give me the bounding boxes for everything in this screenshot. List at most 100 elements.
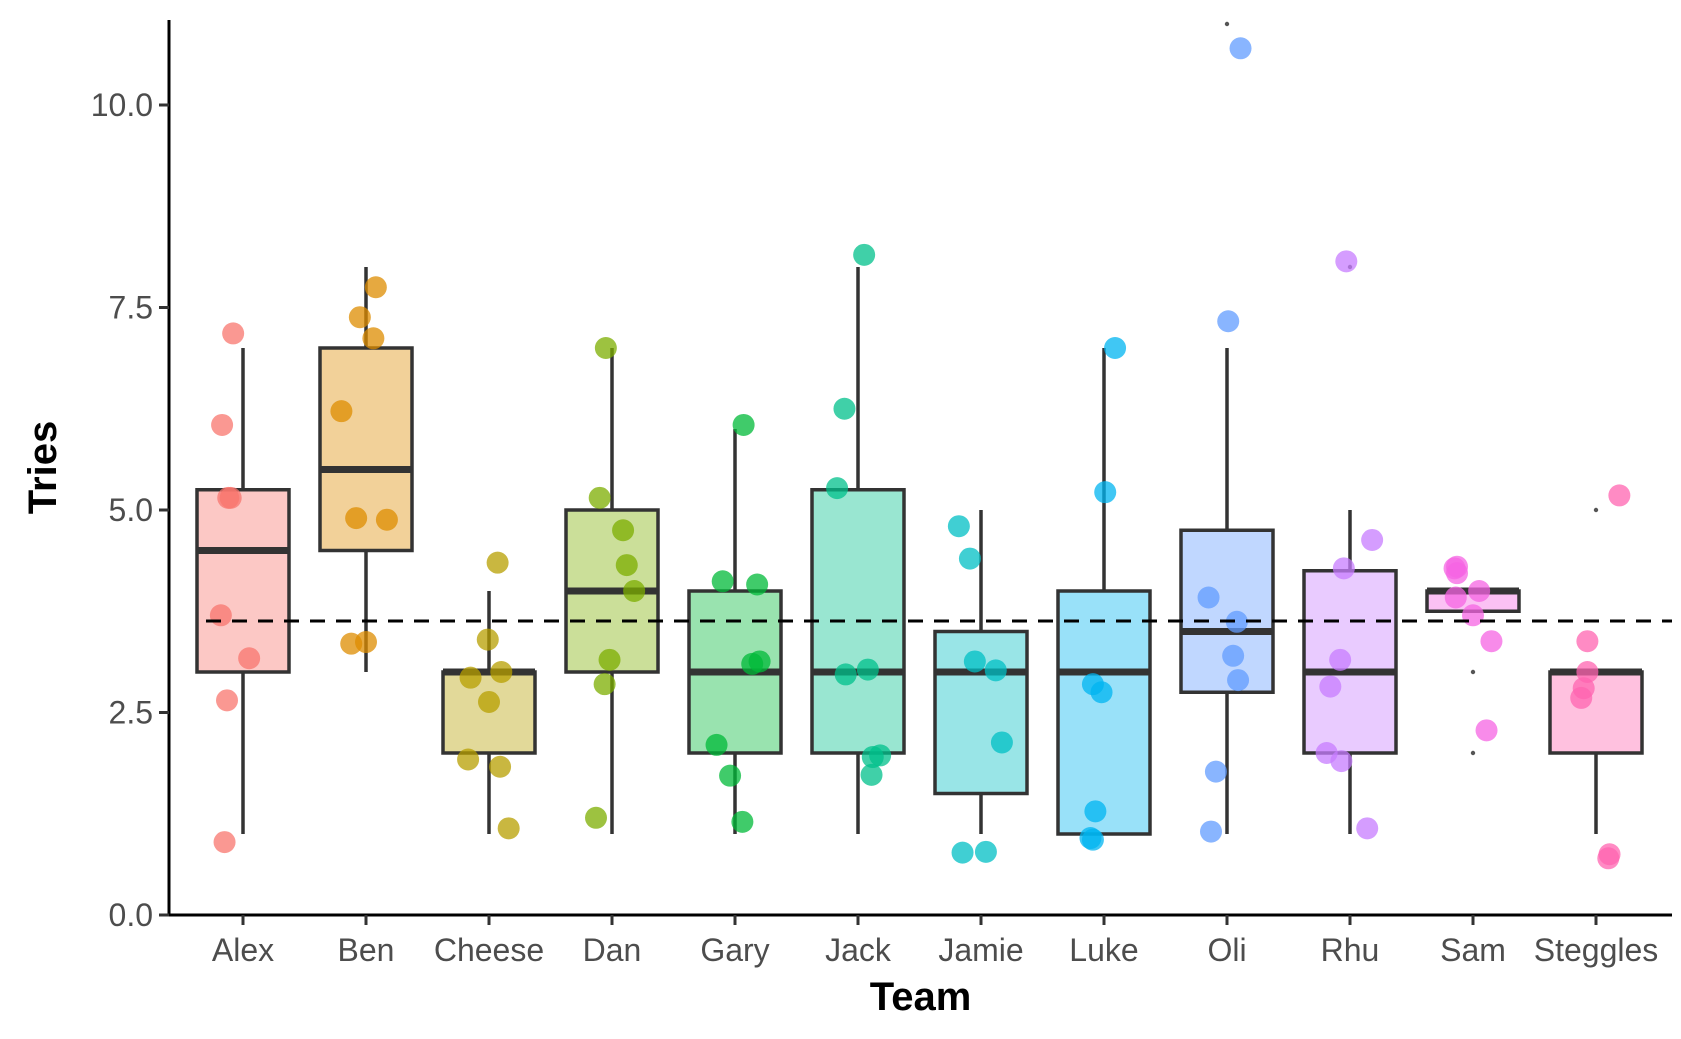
data-point xyxy=(974,840,997,863)
data-point xyxy=(861,746,884,769)
data-point xyxy=(748,650,771,673)
box-group-oli xyxy=(1179,21,1275,834)
data-point xyxy=(1462,604,1484,627)
data-point xyxy=(1597,847,1620,870)
outlier-point xyxy=(1224,21,1230,27)
points-cheese xyxy=(457,551,520,840)
data-point xyxy=(490,661,513,683)
x-tick-label: Cheese xyxy=(434,932,544,968)
data-point xyxy=(497,817,520,840)
data-point xyxy=(834,663,857,686)
data-point xyxy=(238,647,261,670)
data-point xyxy=(585,806,608,829)
data-point xyxy=(598,648,621,671)
data-point xyxy=(345,507,368,530)
points-dan xyxy=(585,337,646,829)
data-point xyxy=(1319,675,1342,698)
x-tick-label: Sam xyxy=(1440,932,1506,968)
x-tick-label: Luke xyxy=(1069,932,1138,968)
data-point xyxy=(459,666,482,689)
box xyxy=(1179,528,1275,694)
data-point xyxy=(375,508,398,531)
data-point xyxy=(860,763,883,786)
data-point xyxy=(826,477,849,500)
data-point xyxy=(732,413,755,436)
x-axis-title: Team xyxy=(870,975,972,1019)
data-point xyxy=(705,733,728,756)
data-point xyxy=(1480,630,1503,653)
box-group-dan xyxy=(564,348,660,834)
data-point xyxy=(1444,586,1467,609)
box-group-jack xyxy=(810,267,906,834)
box xyxy=(195,488,291,674)
points-sam xyxy=(1443,555,1503,742)
y-tick-label: 10.0 xyxy=(91,87,153,123)
data-point xyxy=(746,573,769,596)
data-point xyxy=(1079,827,1102,850)
points-oli xyxy=(1197,37,1252,843)
x-tick-label: Jamie xyxy=(938,932,1023,968)
data-point xyxy=(719,764,742,787)
data-point xyxy=(362,327,385,350)
data-point xyxy=(1361,528,1384,551)
box-group-jamie xyxy=(933,510,1029,834)
box-group-ben xyxy=(318,267,414,672)
box-group-alex xyxy=(195,348,291,834)
data-point xyxy=(1225,610,1248,633)
x-tick-label: Dan xyxy=(583,932,642,968)
points-jack xyxy=(826,243,892,786)
data-point xyxy=(615,554,638,577)
x-tick-label: Rhu xyxy=(1321,932,1380,968)
points-gary xyxy=(705,413,771,833)
data-point xyxy=(1204,760,1227,783)
outlier-point xyxy=(1470,750,1476,756)
data-point xyxy=(711,570,734,593)
x-tick-label: Gary xyxy=(700,932,769,968)
x-tick-label: Jack xyxy=(825,932,892,968)
data-point xyxy=(355,631,377,654)
data-point xyxy=(958,547,981,570)
data-point xyxy=(588,486,611,509)
data-point xyxy=(594,337,617,359)
data-point xyxy=(330,400,353,423)
points-ben xyxy=(330,276,398,655)
y-tick-label: 2.5 xyxy=(109,695,153,731)
data-point xyxy=(1608,484,1631,507)
data-point xyxy=(1090,681,1113,704)
data-point xyxy=(1446,562,1469,585)
data-point xyxy=(1197,586,1220,609)
plot-area xyxy=(195,21,1672,870)
data-point xyxy=(209,604,232,627)
data-point xyxy=(731,810,754,833)
outlier-point xyxy=(1593,507,1599,513)
data-point xyxy=(984,659,1007,682)
x-tick-label: Alex xyxy=(212,932,274,968)
data-point xyxy=(947,515,970,538)
data-point xyxy=(348,306,371,329)
axes xyxy=(167,20,1672,917)
data-point xyxy=(990,731,1013,754)
box-group-gary xyxy=(687,429,783,834)
x-tick-label: Ben xyxy=(338,932,395,968)
data-point xyxy=(856,658,879,681)
points-luke xyxy=(1079,337,1127,851)
data-point xyxy=(1229,37,1252,60)
data-point xyxy=(213,831,236,854)
outlier-point xyxy=(1470,669,1476,675)
axis-ticks: 0.0 2.5 5.0 7.5 10.0 Alex Ben Cheese Dan Gary Jack… xyxy=(91,87,1659,968)
box-group-luke xyxy=(1056,348,1152,836)
data-point xyxy=(612,519,635,542)
box xyxy=(1056,589,1152,836)
data-point xyxy=(1329,648,1352,671)
data-point xyxy=(364,276,387,299)
data-point xyxy=(853,243,876,266)
box xyxy=(1548,670,1644,755)
data-point xyxy=(1475,719,1498,742)
x-tick-label: Steggles xyxy=(1534,932,1659,968)
data-point xyxy=(1356,817,1379,840)
data-point xyxy=(1330,750,1353,773)
y-tick-label: 7.5 xyxy=(109,290,153,326)
data-point xyxy=(1335,250,1358,273)
data-point xyxy=(593,673,616,696)
